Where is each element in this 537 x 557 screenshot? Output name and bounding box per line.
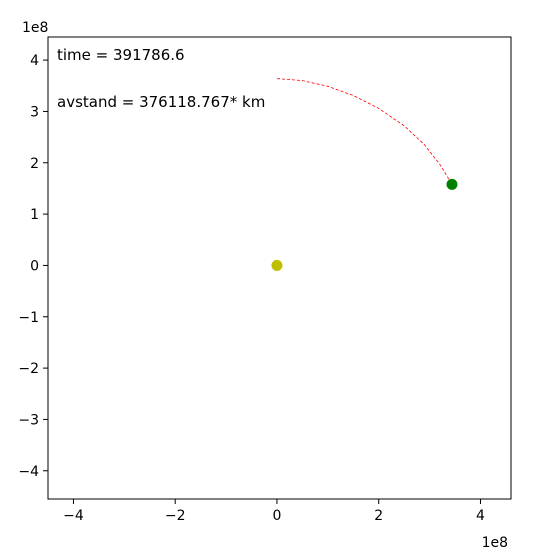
orbiting-body-point	[446, 178, 458, 190]
y-offset-label: 1e8	[22, 20, 48, 36]
x-axis-ticks: −4 −2 0 2 4	[63, 499, 485, 524]
orbit-trail-layer	[276, 78, 453, 185]
y-tick-label: 2	[30, 156, 39, 172]
time-annotation: time = 391786.6	[57, 46, 185, 64]
y-tick-label: 3	[30, 104, 39, 120]
y-axis-ticks: −4 −3 −2 −1 0 1 2 3 4	[18, 53, 48, 480]
y-tick-label: −2	[18, 361, 39, 377]
y-tick-label: 1	[30, 207, 39, 223]
y-tick-label: 0	[30, 258, 39, 274]
x-tick-label: −2	[165, 508, 186, 524]
x-tick-label: 0	[272, 508, 281, 524]
orbit-trail	[276, 78, 453, 185]
x-tick-label: 2	[374, 508, 383, 524]
x-offset-label: 1e8	[482, 535, 508, 551]
y-tick-label: 4	[30, 53, 39, 69]
y-tick-label: −4	[18, 464, 39, 480]
x-tick-label: −4	[63, 508, 84, 524]
x-tick-label: 4	[476, 508, 485, 524]
y-tick-label: −3	[18, 412, 39, 428]
central-body-point	[271, 259, 283, 271]
y-tick-label: −1	[18, 310, 39, 326]
distance-annotation: avstand = 376118.767* km	[57, 93, 265, 111]
bodies-layer	[271, 178, 458, 271]
